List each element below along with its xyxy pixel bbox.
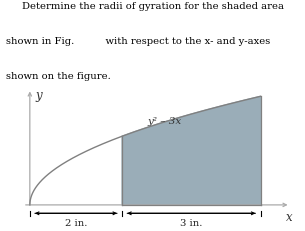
Text: y: y	[35, 88, 42, 101]
Text: shown on the figure.: shown on the figure.	[6, 72, 111, 81]
Text: Determine the radii of gyration for the shaded area: Determine the radii of gyration for the …	[21, 2, 284, 11]
Text: 2 in.: 2 in.	[65, 218, 87, 227]
Text: 3 in.: 3 in.	[180, 218, 203, 227]
Text: y² – 3x: y² – 3x	[148, 117, 182, 126]
Polygon shape	[122, 97, 260, 205]
Text: x: x	[286, 210, 292, 223]
Text: shown in Fig.          with respect to the x- and y-axes: shown in Fig. with respect to the x- and…	[6, 37, 270, 46]
